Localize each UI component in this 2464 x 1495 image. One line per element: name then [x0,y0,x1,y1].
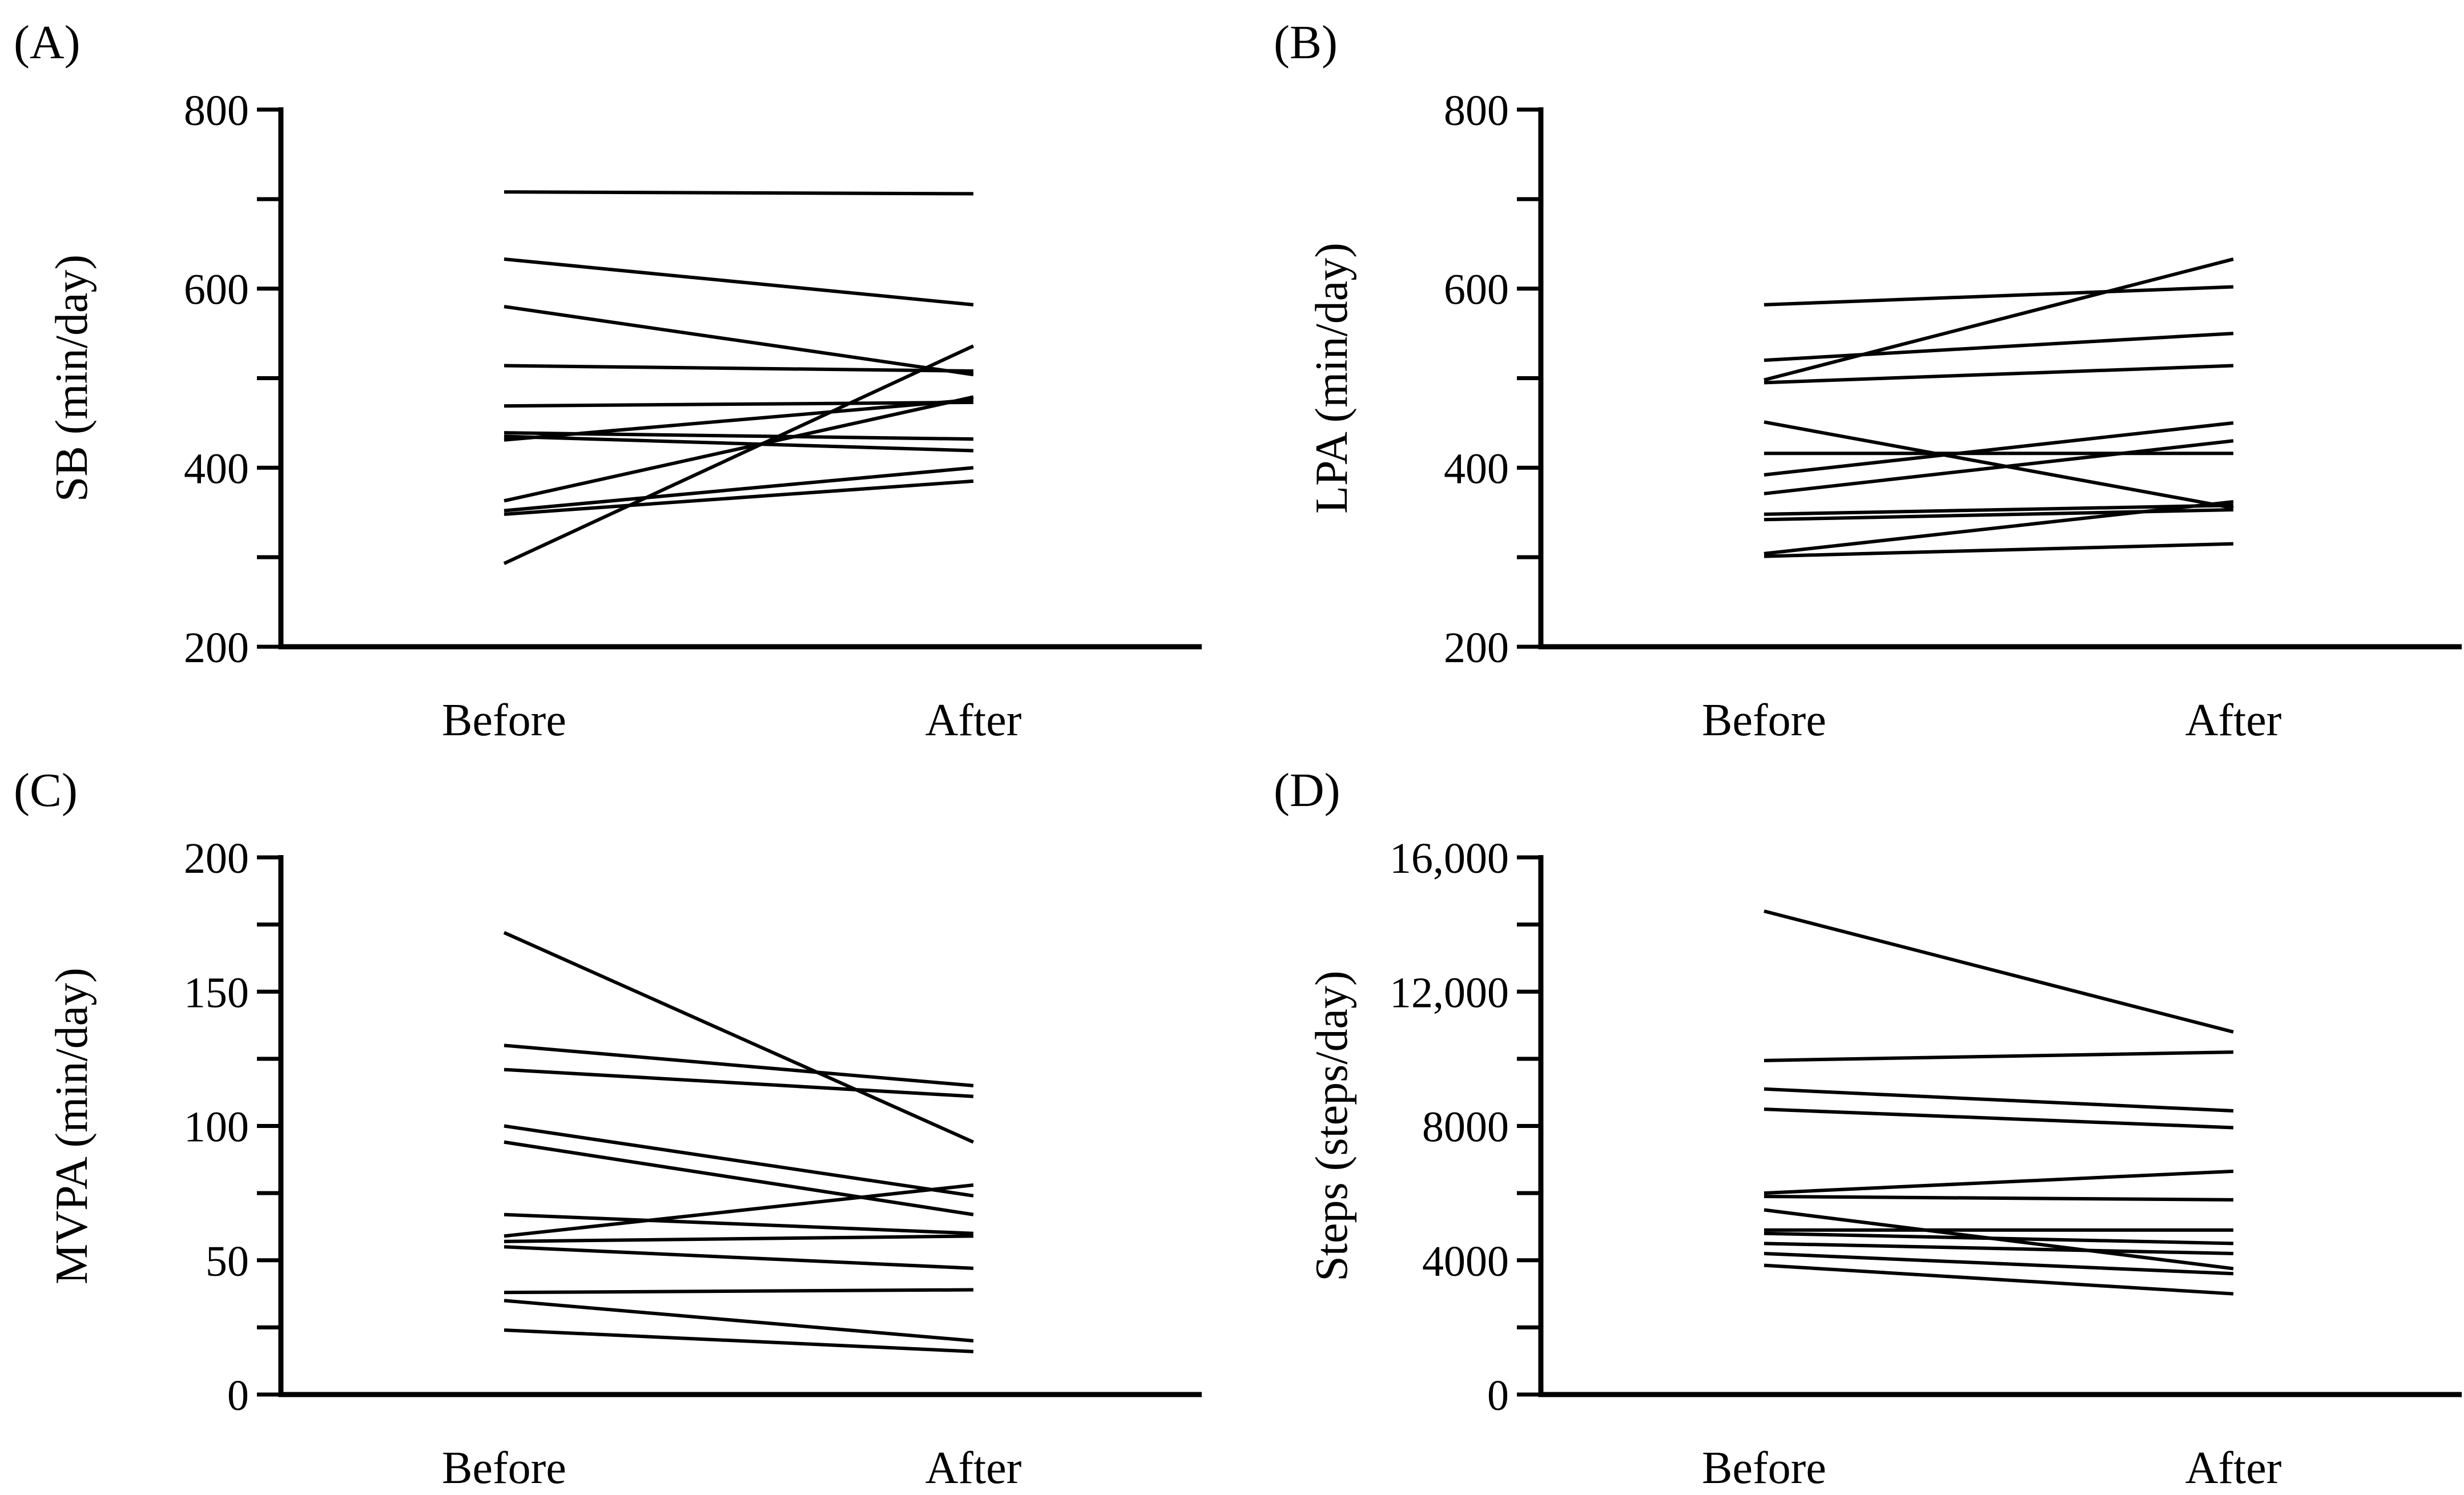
x-label-before: Before [442,1443,566,1493]
data-line [1764,439,2234,495]
data-line [504,398,974,442]
data-line [504,1067,974,1098]
data-line [1764,257,2234,382]
data-line [504,1288,974,1295]
data-line [503,344,975,565]
y-axis-title: MVPA (min/day) [47,968,97,1284]
y-tick-label: 4000 [1422,1238,1509,1286]
y-tick-label: 8000 [1422,1103,1509,1151]
data-line [1764,1231,2234,1246]
data-line [504,1124,974,1198]
data-line [1764,420,2234,510]
data-line [504,1328,974,1353]
data-line [1764,285,2234,307]
data-line [504,466,974,513]
panel-letter: (A) [14,16,80,69]
panel-letter: (C) [14,764,78,817]
data-line [1764,1169,2234,1195]
data-line [1764,1087,2234,1113]
y-tick-label: 800 [184,87,249,135]
data-line [1764,1263,2234,1296]
data-line [504,1183,974,1238]
y-tick-label: 400 [184,445,249,493]
y-tick-label: 400 [1444,445,1509,493]
panel-b: (B) LPA (min/day) 800 600 400 200 Before After [1260,0,2464,747]
data-line [504,1212,974,1235]
data-line [504,257,974,307]
y-tick-label: 800 [1444,87,1509,135]
data-line [504,305,974,377]
data-line [504,479,974,516]
data-line [1764,1195,2234,1202]
data-line [504,434,974,453]
data-line [504,395,974,503]
y-axis-title: LPA (min/day) [1307,243,1357,514]
y-tick-label: 200 [1444,624,1509,672]
data-line [504,364,974,373]
data-line [504,1140,974,1216]
data-line [504,1245,974,1270]
y-tick-label: 200 [184,835,249,883]
y-axis-title: SB (min/day) [47,255,97,502]
y-tick-label: 0 [227,1372,249,1420]
data-line [1764,499,2234,555]
y-tick-label: 600 [184,266,249,314]
data-line [504,1043,974,1087]
x-label-before: Before [442,695,566,746]
x-label-after: After [2185,695,2282,746]
x-label-after: After [925,1443,1022,1493]
y-tick-label: 150 [184,969,249,1017]
data-line [503,931,975,1144]
y-tick-label: 100 [184,1103,249,1151]
data-line [1764,1050,2234,1062]
data-line [1764,421,2234,477]
y-tick-label: 16,000 [1390,835,1509,883]
data-line [1764,503,2234,516]
panel-chart: (C) MVPA (min/day) 200 150 100 50 0 Before After [14,764,1202,1493]
data-line [504,400,974,408]
data-line [504,190,974,196]
panel-letter: (D) [1274,764,1340,817]
x-label-before: Before [1702,1443,1826,1493]
data-line [1764,1242,2234,1255]
y-tick-label: 200 [184,624,249,672]
data-line [1764,364,2234,385]
panel-letter: (B) [1274,16,1338,69]
x-label-after: After [2185,1443,2282,1493]
y-tick-label: 0 [1487,1372,1509,1420]
panel-d: (D) Steps (steps/day) 16,000 12,000 8000 4000… [1260,748,2464,1495]
x-label-before: Before [1702,695,1826,746]
data-line [1764,909,2234,1034]
panel-c: (C) MVPA (min/day) 200 150 100 50 0 Before After [0,748,1204,1495]
panel-chart: (D) Steps (steps/day) 16,000 12,000 8000 4000… [1274,764,2462,1493]
data-line [1764,1251,2234,1276]
panel-a: (A) SB (min/day) 800 600 400 200 Before After [0,0,1204,747]
x-label-after: After [925,695,1022,746]
y-axis-title: Steps (steps/day) [1307,970,1357,1281]
panel-chart: (A) SB (min/day) 800 600 400 200 Before After [14,16,1202,746]
y-tick-label: 12,000 [1390,969,1509,1017]
data-line [504,1234,974,1243]
y-tick-label: 50 [206,1238,249,1286]
data-line [1764,542,2234,558]
data-line [504,1299,974,1343]
y-tick-label: 600 [1444,266,1509,314]
panel-chart: (B) LPA (min/day) 800 600 400 200 Before After [1274,16,2462,746]
data-line [1764,1107,2234,1130]
data-line [1764,332,2234,362]
